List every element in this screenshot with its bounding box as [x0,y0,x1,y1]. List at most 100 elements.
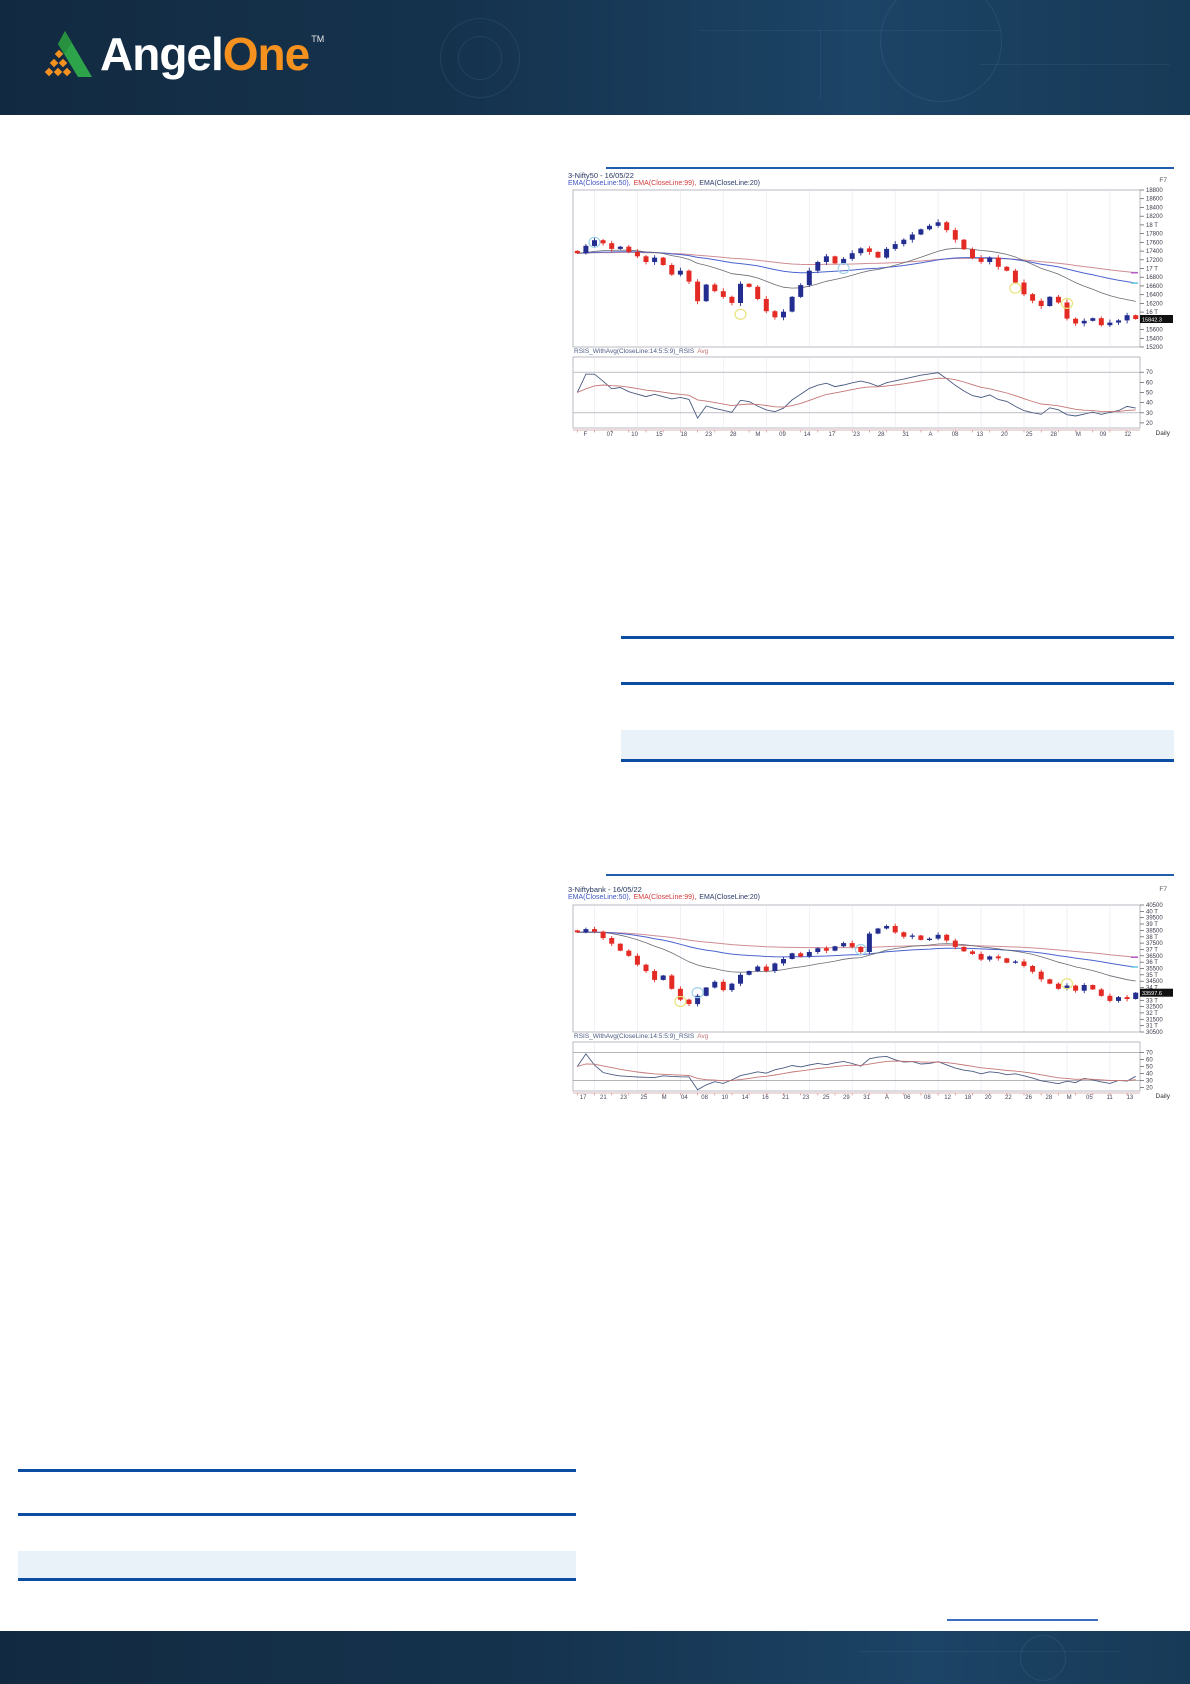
svg-text:16200: 16200 [1146,301,1163,307]
svg-text:21: 21 [600,1095,607,1101]
svg-text:50: 50 [1146,391,1153,397]
svg-text:M: M [662,1095,667,1101]
x-axis-labels: F 07 10 15 18 23 28 M 09 14 17 23 28 31 A 08 13 20 25 28 M 09… [583,432,1131,438]
svg-text:08: 08 [701,1095,708,1101]
svg-text:37 T: 37 T [1146,948,1158,954]
rsi-avg-label: Avg [697,1033,709,1040]
footer-banner [0,1631,1190,1684]
svg-text:28: 28 [878,432,885,438]
svg-text:16400: 16400 [1146,293,1163,299]
right-table-rule-3 [621,759,1174,762]
svg-text:60: 60 [1146,1058,1153,1064]
svg-text:33 T: 33 T [1146,998,1158,1004]
svg-text:16800: 16800 [1146,275,1163,281]
svg-text:30: 30 [1146,411,1153,417]
svg-text:10: 10 [722,1095,729,1101]
svg-text:31: 31 [902,432,909,438]
chart-corner-label: F7 [1159,177,1167,184]
svg-text:04: 04 [681,1095,688,1101]
annotations [588,236,1074,320]
svg-text:34 T: 34 T [1146,986,1158,992]
svg-text:60: 60 [1146,380,1153,386]
svg-text:28: 28 [1050,432,1057,438]
svg-text:25: 25 [641,1095,648,1101]
svg-text:18600: 18600 [1146,197,1163,203]
svg-text:A: A [928,432,932,438]
angelone-logo-icon [44,31,92,77]
svg-text:40: 40 [1146,401,1153,407]
niftybank-chart-panel: F7 3-Niftybank - 16/05/22 EMA(CloseLine:… [565,874,1174,1112]
price-axis: 18800 18600 18400 18200 18 T 17800 17600 17400 1… [1140,188,1163,351]
rsi-label-text: RSIS_WithAvg(CloseLine:14:5:5:9)_RSIS [574,348,695,355]
svg-text:20: 20 [1001,432,1008,438]
header-decoration [880,0,1002,102]
angelone-logo: Angel One TM [34,24,324,84]
left-table-rule-1 [18,1469,576,1472]
candles [574,923,1139,1007]
svg-text:15200: 15200 [1146,345,1163,351]
svg-text:20: 20 [1146,1086,1153,1092]
ema50-legend-item: EMA(CloseLine:50), [568,180,631,187]
header-decoration [440,18,520,98]
svg-text:32500: 32500 [1146,1005,1163,1011]
right-table-rule-1 [621,636,1174,639]
logo-trademark: TM [311,34,325,44]
svg-text:15842.3: 15842.3 [1142,317,1162,323]
svg-text:25: 25 [823,1095,830,1101]
svg-text:17: 17 [828,432,835,438]
svg-text:50: 50 [1146,1065,1153,1071]
last-price-tag: 15842.3 [1140,315,1173,323]
nifty50-candlestick-plot: 18800 18600 18400 18200 18 T 17800 17600 17400 1… [572,188,1173,438]
svg-text:23: 23 [803,1095,810,1101]
svg-text:09: 09 [1100,432,1107,438]
svg-text:39500: 39500 [1146,916,1163,922]
ema-last-markers [1131,271,1138,284]
rsi-indicator-label: RSIS_WithAvg(CloseLine:14:5:5:9)_RSIS Avg [574,348,708,355]
logo-text-one: One [222,28,310,80]
svg-text:40500: 40500 [1146,903,1163,909]
svg-text:18: 18 [681,432,688,438]
svg-text:08: 08 [924,1095,931,1101]
ema-legend: EMA(CloseLine:50), EMA(CloseLine:99), EMA(… [568,180,763,187]
svg-text:21: 21 [782,1095,789,1101]
svg-text:14: 14 [742,1095,749,1101]
rsi-plot [573,1052,1140,1096]
footer-link[interactable] [947,1619,1098,1621]
svg-text:14: 14 [804,432,811,438]
svg-text:17200: 17200 [1146,258,1163,264]
timeframe-label: Daily [1155,1093,1170,1100]
svg-text:40: 40 [1146,1072,1153,1078]
svg-text:11: 11 [1106,1095,1113,1101]
svg-text:29: 29 [843,1095,850,1101]
svg-text:37500: 37500 [1146,941,1163,947]
svg-text:35500: 35500 [1146,967,1163,973]
nifty50-chart-panel: F7 3-Nifty50 - 16/05/22 EMA(CloseLine:50… [565,167,1174,448]
svg-text:17 T: 17 T [1146,267,1158,273]
svg-text:70: 70 [1146,1051,1153,1057]
x-axis-labels: 17 21 23 25 M 04 08 10 14 16 21 23 25 29 31 A 06 08 12 18 20… [580,1095,1134,1101]
panel-borders [572,904,1141,1092]
svg-text:35 T: 35 T [1146,973,1158,979]
ema20-legend-item: EMA(CloseLine:20) [699,894,760,901]
svg-text:F: F [583,432,587,438]
panel-borders [572,189,1141,429]
svg-text:23: 23 [853,432,860,438]
svg-text:18400: 18400 [1146,205,1163,211]
svg-text:25: 25 [1026,432,1033,438]
svg-text:38500: 38500 [1146,928,1163,934]
rsi-plot [573,371,1140,433]
svg-text:36500: 36500 [1146,954,1163,960]
rsi-indicator-label: RSIS_WithAvg(CloseLine:14:5:5:9)_RSIS Avg [574,1033,708,1040]
svg-text:30: 30 [1146,1079,1153,1085]
header-decoration [700,30,1000,31]
svg-text:05: 05 [1086,1095,1093,1101]
left-table-header-band [18,1551,576,1579]
right-table-header-band [621,730,1174,760]
svg-text:15400: 15400 [1146,336,1163,342]
svg-text:17600: 17600 [1146,240,1163,246]
svg-text:15600: 15600 [1146,328,1163,334]
